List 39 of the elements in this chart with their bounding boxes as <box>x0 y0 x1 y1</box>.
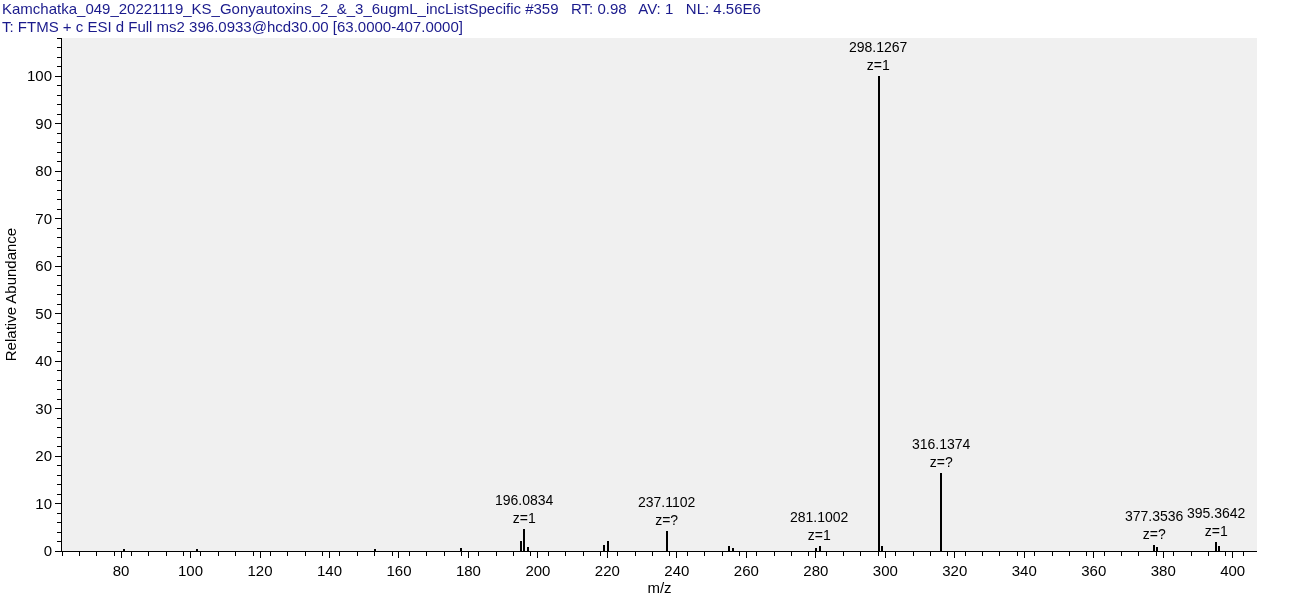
annotation: 377.3536 z=? <box>1125 508 1184 543</box>
y-tick-label: 20 <box>35 447 52 465</box>
y-tick-label: 40 <box>35 352 52 370</box>
chart-subtitle: T: FTMS + c ESI d Full ms2 396.0933@hcd30.00 [63.0000-407.0000] <box>2 18 464 36</box>
x-tick-label: 300 <box>872 562 898 579</box>
x-tick-label: 380 <box>1150 562 1176 579</box>
chart-title: Kamchatka_049_20221119_KS_Gonyautoxins_2_&_3_6ugmL_incListSpecific #359 RT: 0.98 AV: 1 NL: 4.56E6 <box>2 0 761 18</box>
y-axis-title: Relative Abundance <box>2 227 20 362</box>
x-tick-label: 320 <box>942 562 968 579</box>
y-tick-label: 80 <box>35 162 52 180</box>
x-tick-label: 360 <box>1081 562 1107 579</box>
y-tick-label: 10 <box>35 494 52 512</box>
annotation: 196.0834 z=1 <box>495 492 554 527</box>
y-tick-label: 0 <box>43 542 52 560</box>
y-tick-label: 100 <box>26 67 52 85</box>
x-tick-label: 120 <box>247 562 273 579</box>
y-tick-label: 70 <box>35 209 52 227</box>
annotation: 281.1002 z=1 <box>790 509 849 544</box>
x-tick-label: 140 <box>316 562 343 579</box>
x-tick-label: 240 <box>664 562 690 579</box>
x-tick-label: 260 <box>733 562 759 579</box>
x-tick-label: 280 <box>803 562 829 579</box>
x-tick-label: 80 <box>112 562 130 579</box>
y-tick-label: 30 <box>35 399 52 417</box>
y-tick-label: 50 <box>35 304 52 322</box>
x-tick-label: 340 <box>1011 562 1037 579</box>
x-tick-label: 400 <box>1220 562 1246 579</box>
annotation: 298.1267 z=1 <box>849 39 908 74</box>
y-tick-label: 60 <box>35 257 52 275</box>
x-tick-label: 220 <box>594 562 620 579</box>
x-tick-label: 200 <box>525 562 551 579</box>
annotation: 237.1102 z=? <box>638 494 696 529</box>
x-axis-title: m/z <box>647 579 672 596</box>
annotation: 316.1374 z=? <box>912 436 971 471</box>
x-tick-label: 160 <box>386 562 412 579</box>
x-tick-label: 100 <box>178 562 204 579</box>
x-tick-label: 180 <box>455 562 481 579</box>
y-tick-label: 90 <box>35 114 52 132</box>
annotation: 395.3642 z=1 <box>1187 505 1246 540</box>
